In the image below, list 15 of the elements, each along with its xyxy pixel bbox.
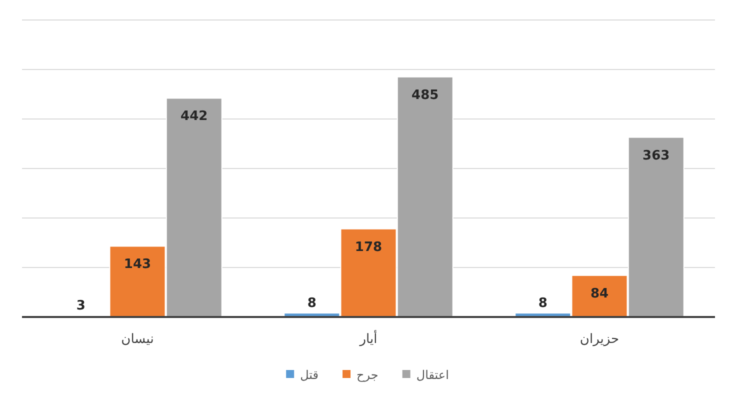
- legend-label: جرح: [356, 368, 378, 382]
- legend-label: اعتقال: [416, 368, 449, 382]
- data-label: 485: [412, 88, 439, 103]
- data-label: 143: [124, 257, 152, 272]
- data-label: 84: [590, 286, 609, 302]
- data-label: 442: [180, 109, 208, 124]
- data-label: 3: [76, 298, 86, 314]
- data-label: 8: [538, 296, 548, 312]
- x-tick-label: نيسان: [121, 332, 154, 347]
- data-label: 363: [642, 148, 670, 164]
- data-label: 178: [354, 240, 382, 255]
- x-tick-label: أيار: [358, 330, 378, 347]
- legend-label: قتل: [300, 368, 319, 382]
- data-label: 8: [307, 296, 316, 312]
- x-tick-label: حزيران: [580, 332, 620, 347]
